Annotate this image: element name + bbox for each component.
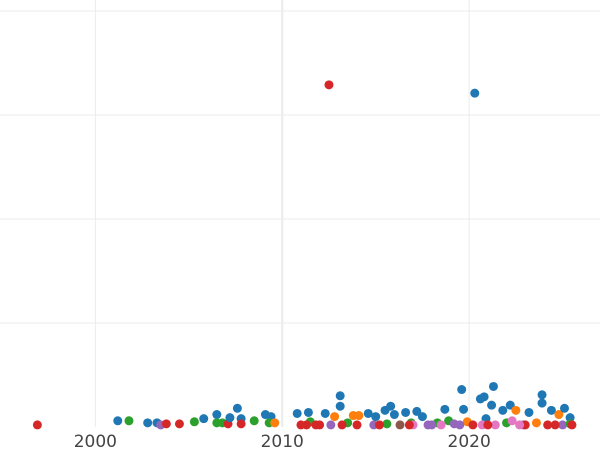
data-point	[550, 420, 560, 430]
data-point	[455, 420, 465, 430]
data-point	[567, 420, 577, 430]
data-point	[515, 420, 525, 430]
data-point	[371, 412, 381, 422]
data-point	[417, 412, 427, 422]
data-point	[427, 420, 437, 430]
data-point	[326, 420, 336, 430]
data-point	[483, 420, 493, 430]
data-point	[537, 390, 547, 400]
data-point	[232, 403, 242, 413]
data-point	[124, 416, 134, 426]
data-point	[32, 420, 42, 430]
data-point	[546, 405, 556, 415]
data-point	[457, 385, 467, 395]
data-point	[468, 420, 478, 430]
data-point	[354, 411, 364, 421]
data-point	[543, 420, 553, 430]
data-point	[315, 420, 325, 430]
data-point	[401, 407, 411, 417]
data-point	[558, 420, 568, 430]
data-points	[32, 80, 577, 430]
data-point	[352, 420, 362, 430]
data-point	[470, 88, 480, 98]
data-point	[395, 420, 405, 430]
data-point	[303, 407, 313, 417]
data-point	[335, 401, 345, 411]
data-point	[189, 417, 199, 427]
data-point	[511, 405, 521, 415]
data-point	[296, 420, 306, 430]
data-point	[249, 416, 259, 426]
data-point	[490, 420, 500, 430]
data-point	[324, 80, 334, 90]
data-point	[459, 404, 469, 414]
data-point	[487, 400, 497, 410]
x-axis-ticks: 2000 2010 2020	[74, 432, 491, 450]
data-point	[161, 419, 171, 429]
data-point	[488, 381, 498, 391]
data-point	[565, 413, 575, 423]
data-point	[531, 418, 541, 428]
data-point	[479, 392, 489, 402]
data-point	[498, 405, 508, 415]
data-point	[292, 408, 302, 418]
data-point	[524, 407, 534, 417]
x-tick-label: 2010	[261, 432, 304, 450]
x-tick-label: 2000	[74, 432, 117, 450]
data-point	[335, 391, 345, 401]
data-point	[174, 419, 184, 429]
x-tick-label: 2020	[448, 432, 491, 450]
data-point	[320, 408, 330, 418]
data-point	[507, 416, 517, 426]
data-point	[337, 420, 347, 430]
data-point	[436, 420, 446, 430]
data-point	[537, 398, 547, 408]
data-point	[554, 410, 564, 420]
data-point	[236, 419, 246, 429]
data-point	[113, 416, 123, 426]
data-point	[199, 414, 209, 424]
data-point	[389, 410, 399, 420]
data-point	[374, 420, 384, 430]
data-point	[559, 403, 569, 413]
data-point	[382, 419, 392, 429]
data-point	[270, 418, 280, 428]
data-point	[363, 408, 373, 418]
data-point	[440, 404, 450, 414]
data-point	[386, 401, 396, 411]
grid	[0, 0, 600, 427]
data-point	[404, 420, 414, 430]
data-point	[225, 413, 235, 423]
data-point	[143, 418, 153, 428]
data-point	[212, 410, 222, 420]
data-point	[330, 412, 340, 422]
